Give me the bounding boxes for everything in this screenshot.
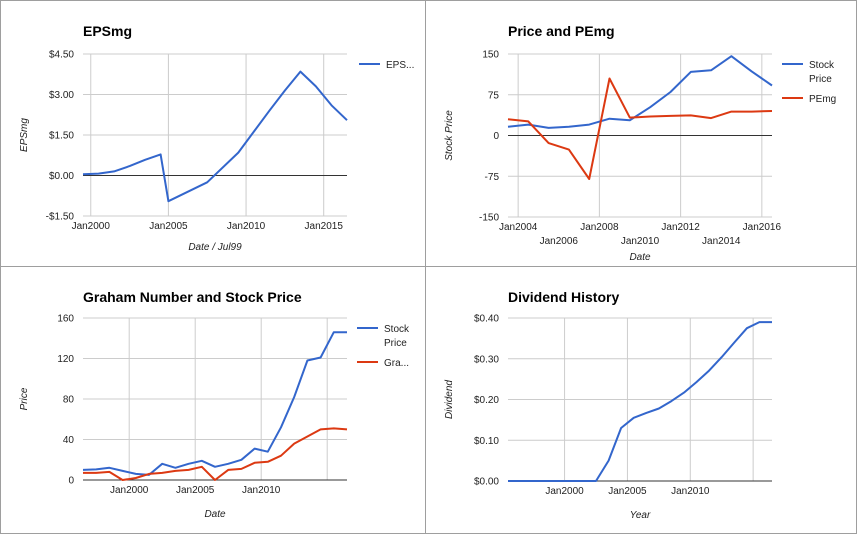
graham-chart-panel: Graham Number and Stock Price 160 120 80 40 0…: [0, 266, 426, 534]
price-pe-chart-panel: Price and PEmg 150 75 0 -75 -150 Jan2004 Jan200…: [425, 0, 857, 267]
y-tick-label: -75: [485, 172, 500, 183]
x-tick-label: Jan2012: [661, 222, 700, 233]
y-axis-label: Stock Price: [444, 110, 455, 161]
series-line-1: [82, 70, 348, 203]
x-tick-label: Jan2010: [242, 485, 281, 496]
legend-label-1: Stock Price: [809, 60, 835, 85]
chart-title: EPSmg: [83, 23, 132, 39]
y-axis-label: EPSmg: [19, 118, 30, 152]
legend-label-2: PEmg: [809, 94, 836, 105]
x-tick-label: Jan2014: [702, 236, 741, 247]
y-tick-label: 80: [63, 395, 75, 406]
series-line-1: [508, 321, 772, 482]
x-tick-label: Jan2010: [621, 236, 660, 247]
x-tick-label: Jan2010: [671, 486, 710, 497]
eps-chart-panel: EPSmg $4.50 $3.00 $1.50 $0.00 -$1.50 Jan2000 Ja…: [0, 0, 426, 267]
x-tick-label: Jan2005: [176, 485, 215, 496]
y-tick-label: $4.50: [49, 50, 74, 61]
legend-label-1: Stock Price: [384, 324, 410, 349]
chart-title: Price and PEmg: [508, 23, 615, 39]
chart-title: Dividend History: [508, 289, 619, 305]
price-pe-chart: Price and PEmg150750-75-150Jan2004Jan200…: [444, 23, 836, 263]
y-axis-label: Dividend: [444, 380, 455, 419]
y-tick-label: $0.00: [49, 171, 74, 182]
x-tick-label: Jan2005: [608, 486, 647, 497]
y-tick-label: -$1.50: [46, 212, 75, 223]
x-tick-label: Jan2000: [545, 486, 584, 497]
series-line-2: [83, 427, 348, 481]
y-tick-label: 150: [482, 50, 499, 61]
y-tick-label: 120: [57, 354, 74, 365]
series-line-2: [507, 77, 773, 180]
y-tick-label: 0: [493, 131, 499, 142]
y-tick-label: $0.10: [474, 436, 499, 447]
x-tick-label: Jan2004: [499, 222, 538, 233]
y-tick-label: 160: [57, 314, 74, 325]
y-axis-label: Price: [19, 387, 30, 410]
y-tick-label: $0.40: [474, 314, 499, 325]
graham-chart: Graham Number and Stock Price 160 120 80 40 0…: [19, 289, 410, 520]
legend-label-1: EPS...: [386, 60, 414, 71]
x-tick-label: Jan2005: [149, 221, 188, 232]
x-tick-label: Jan2010: [227, 221, 266, 232]
y-tick-label: 40: [63, 435, 75, 446]
x-axis-label: Year: [630, 510, 651, 521]
y-tick-label: 75: [488, 90, 500, 101]
x-tick-label: Jan2000: [110, 485, 149, 496]
x-axis-label: Date: [629, 252, 651, 263]
y-tick-label: $3.00: [49, 90, 74, 101]
series-line-1: [82, 331, 347, 476]
x-tick-label: Jan2000: [72, 221, 111, 232]
legend-label-2: Gra...: [384, 358, 409, 369]
y-tick-label: -150: [479, 213, 499, 224]
y-tick-label: $1.50: [49, 131, 74, 142]
y-tick-label: $0.30: [474, 354, 499, 365]
chart-title: Graham Number and Stock Price: [83, 289, 302, 305]
x-axis-label: Date / Jul99: [188, 242, 242, 253]
x-tick-label: Jan2006: [540, 236, 579, 247]
x-tick-label: Jan2016: [743, 222, 782, 233]
dividend-chart: Dividend History $0.40 $0.30 $0.20 $0.10 $0.0…: [444, 289, 773, 521]
series-line-1: [507, 55, 773, 129]
dividend-chart-panel: Dividend History $0.40 $0.30 $0.20 $0.10 $0.0…: [425, 266, 857, 534]
y-tick-label: $0.00: [474, 477, 499, 488]
y-tick-label: 0: [68, 476, 74, 487]
x-tick-label: Jan2008: [580, 222, 619, 233]
x-tick-label: Jan2015: [305, 221, 344, 232]
x-axis-label: Date: [204, 509, 226, 520]
y-tick-label: $0.20: [474, 395, 499, 406]
